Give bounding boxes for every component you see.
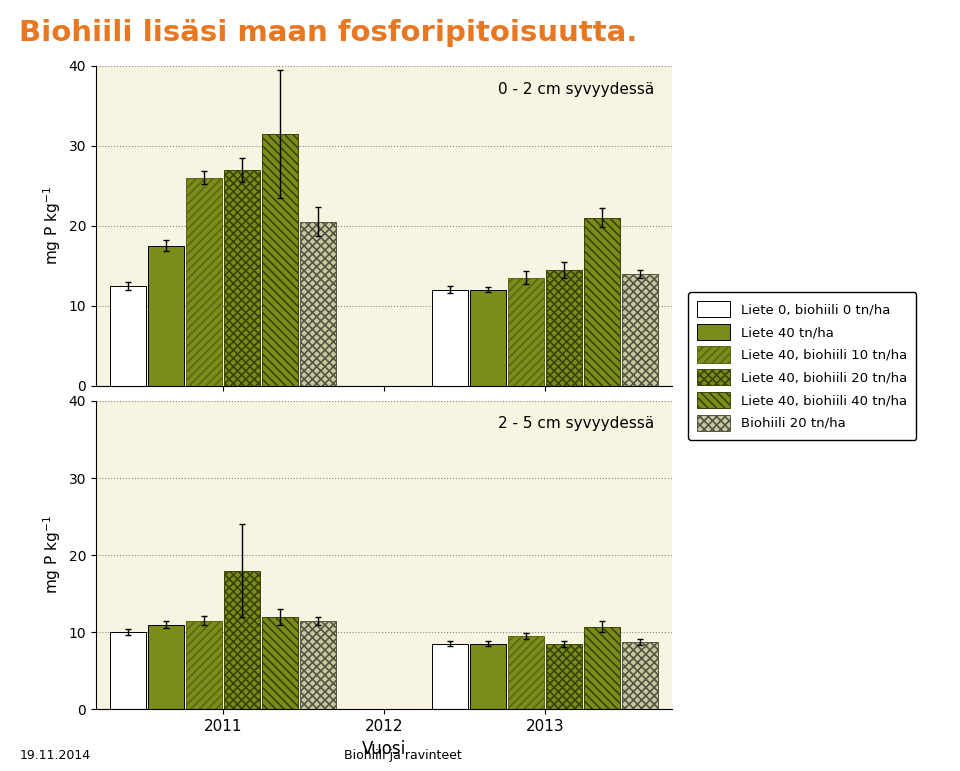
Bar <box>508 636 544 709</box>
Bar <box>584 217 620 386</box>
Bar <box>224 571 260 709</box>
Legend: Liete 0, biohiili 0 tn/ha, Liete 40 tn/ha, Liete 40, biohiili 10 tn/ha, Liete 40: Liete 0, biohiili 0 tn/ha, Liete 40 tn/h… <box>688 292 917 440</box>
Bar <box>622 642 659 709</box>
Text: 19.11.2014: 19.11.2014 <box>19 749 90 763</box>
Bar <box>186 177 222 386</box>
Bar <box>300 221 336 386</box>
Bar <box>622 274 659 386</box>
Text: Biohiili ja ravinteet: Biohiili ja ravinteet <box>345 749 462 763</box>
Text: Biohiili lisäsi maan fosforipitoisuutta.: Biohiili lisäsi maan fosforipitoisuutta. <box>19 19 637 47</box>
Bar <box>508 278 544 386</box>
Bar <box>300 621 336 709</box>
Bar <box>186 621 222 709</box>
Bar <box>469 289 506 386</box>
Bar <box>109 632 146 709</box>
Bar <box>262 133 299 386</box>
Y-axis label: mg P kg$^{-1}$: mg P kg$^{-1}$ <box>41 516 63 594</box>
Bar <box>148 625 184 709</box>
Bar <box>224 170 260 386</box>
X-axis label: Vuosi: Vuosi <box>362 739 406 758</box>
Bar <box>109 285 146 386</box>
Bar <box>262 617 299 709</box>
Bar <box>432 644 468 709</box>
Bar <box>546 270 582 386</box>
Bar <box>148 245 184 386</box>
Bar <box>584 627 620 709</box>
Bar <box>432 289 468 386</box>
Text: 0 - 2 cm syvyydessä: 0 - 2 cm syvyydessä <box>498 82 655 96</box>
Text: 2 - 5 cm syvyydessä: 2 - 5 cm syvyydessä <box>498 416 655 431</box>
Bar <box>469 644 506 709</box>
Y-axis label: mg P kg$^{-1}$: mg P kg$^{-1}$ <box>41 186 63 265</box>
Bar <box>546 644 582 709</box>
